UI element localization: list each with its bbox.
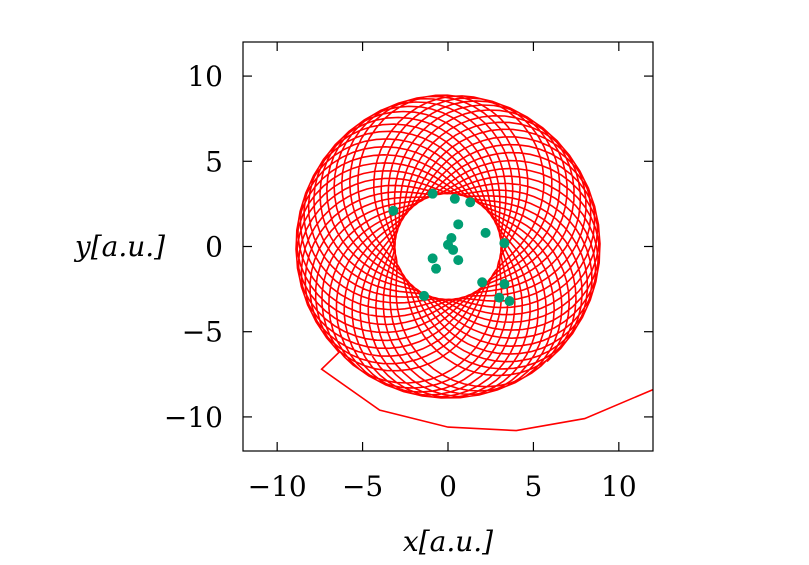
data-point (448, 244, 459, 255)
data-point (465, 197, 476, 208)
data-point (494, 292, 505, 303)
data-point (427, 253, 438, 264)
y-axis-label: y[a.u.] (73, 230, 165, 263)
data-point (480, 227, 491, 238)
axis-ticks (243, 42, 653, 451)
data-point (449, 193, 460, 204)
data-point (453, 255, 464, 266)
y-tick-label: −5 (182, 316, 223, 349)
y-tick-label: 5 (205, 145, 223, 178)
y-tick-label: −10 (164, 401, 223, 434)
data-point (477, 277, 488, 288)
x-tick-label: −10 (248, 470, 307, 503)
y-tick-labels: −10 −5 0 5 10 (164, 60, 223, 434)
data-point (388, 205, 399, 216)
y-tick-label: 10 (187, 60, 223, 93)
data-point (453, 219, 464, 230)
orbit-line (295, 94, 653, 432)
data-point (419, 290, 430, 301)
data-point (499, 238, 510, 249)
plot-area (295, 94, 653, 432)
data-point (499, 278, 510, 289)
x-tick-label: 5 (525, 470, 543, 503)
scatter-points (388, 188, 515, 307)
x-axis-label: x[a.u.] (403, 525, 493, 558)
x-tick-label: 10 (601, 470, 637, 503)
orbit-trajectory (295, 94, 653, 432)
x-tick-labels: −10 −5 0 5 10 (248, 470, 637, 503)
x-tick-label: −5 (342, 470, 383, 503)
y-tick-label: 0 (205, 231, 223, 264)
x-tick-label: 0 (439, 470, 457, 503)
data-point (504, 296, 515, 307)
data-point (431, 263, 442, 274)
data-point (427, 188, 438, 199)
